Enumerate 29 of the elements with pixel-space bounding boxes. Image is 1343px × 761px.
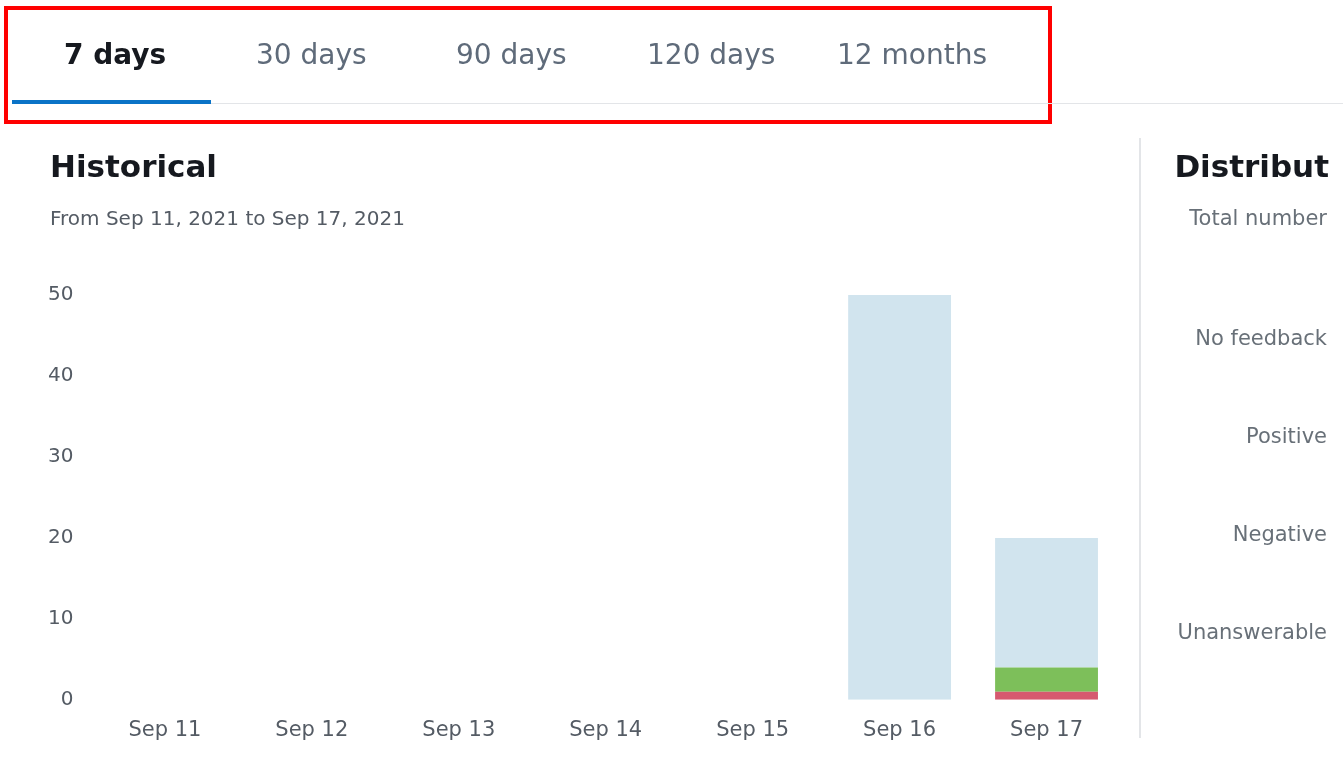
text: Positive <box>1246 424 1327 448</box>
text: 90 days <box>456 38 567 71</box>
text: Distribut <box>1174 148 1329 184</box>
y-tick-label: 40 <box>48 362 74 387</box>
y-tick-label: 20 <box>48 524 74 549</box>
text: No feedback <box>1195 326 1327 350</box>
text: Negative <box>1232 522 1327 546</box>
chart-title: Historical <box>50 148 217 184</box>
text: Unanswerable <box>1177 620 1327 644</box>
bar <box>848 295 952 700</box>
y-tick-label: 0 <box>60 686 74 710</box>
text: 12 months <box>837 38 987 71</box>
y-tick-label: 30 <box>48 443 74 468</box>
text: Total number <box>1189 206 1327 230</box>
x-tick-label: Sep 16 <box>863 716 937 741</box>
x-tick-label: Sep 14 <box>569 716 643 741</box>
bar <box>995 667 1098 692</box>
text: 30 days <box>256 38 367 71</box>
x-tick-label: Sep 15 <box>716 716 790 741</box>
x-tick-label: Sep 13 <box>422 716 496 741</box>
y-tick-label: 10 <box>48 605 74 630</box>
x-tick-label: Sep 11 <box>128 716 202 741</box>
x-tick-label: Sep 17 <box>1010 716 1084 741</box>
chart-subtitle: From Sep 11, 2021 to Sep 17, 2021 <box>50 206 405 230</box>
x-tick-label: Sep 12 <box>275 716 349 741</box>
text: 120 days <box>647 38 776 71</box>
text: 7 days <box>64 38 167 71</box>
y-tick-label: 50 <box>48 281 74 306</box>
bar <box>995 537 1098 668</box>
